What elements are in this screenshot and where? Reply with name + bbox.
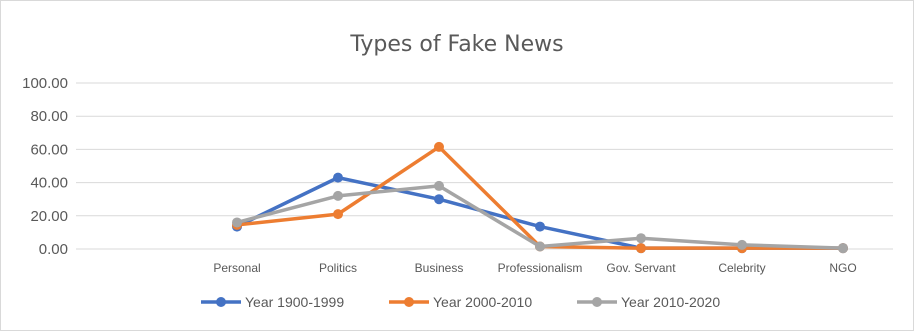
series-line — [235, 175, 845, 250]
data-point — [434, 180, 444, 191]
data-point — [333, 172, 343, 183]
legend-marker — [592, 297, 602, 307]
x-category-label: Personal — [213, 261, 260, 275]
x-category-label: Business — [415, 261, 464, 275]
y-tick-label: 20.00 — [30, 208, 68, 225]
x-category-label: Politics — [319, 261, 357, 275]
y-tick-label: 100.00 — [22, 75, 68, 92]
x-category-label: Professionalism — [498, 261, 583, 275]
legend-entry: Year 1900-1999 — [201, 294, 344, 310]
y-tick-label: 80.00 — [30, 108, 68, 125]
data-point — [737, 239, 747, 250]
data-point — [333, 190, 343, 201]
chart-title: Types of Fake News — [349, 32, 563, 57]
series-group — [232, 172, 848, 254]
data-point — [434, 194, 444, 205]
series-lines — [232, 141, 848, 254]
legend-marker — [404, 297, 414, 307]
y-tick-label: 60.00 — [30, 141, 68, 158]
x-category-label: Gov. Servant — [606, 261, 676, 275]
series-group — [232, 141, 848, 254]
data-point — [535, 221, 545, 232]
series-group — [232, 180, 848, 254]
legend-label: Year 2010-2020 — [621, 294, 720, 310]
x-category-label: Celebrity — [718, 261, 765, 275]
y-axis-ticks: 0.00 20.00 40.00 60.00 80.00 100.00 — [22, 75, 68, 258]
data-point — [636, 233, 646, 244]
data-point — [535, 241, 545, 252]
legend-label: Year 1900-1999 — [245, 294, 344, 310]
data-point — [636, 243, 646, 254]
data-point — [333, 209, 343, 220]
x-category-label: NGO — [829, 261, 856, 275]
data-point — [838, 243, 848, 254]
legend: Year 1900-1999 Year 2000-2010 Year 2010-20… — [201, 294, 720, 310]
legend-marker — [216, 297, 226, 307]
y-tick-label: 0.00 — [39, 241, 68, 258]
y-tick-label: 40.00 — [30, 175, 68, 192]
x-axis-categories: Personal Politics Business Professionalism G… — [213, 261, 856, 275]
data-point — [232, 217, 242, 228]
legend-entry: Year 2000-2010 — [389, 294, 532, 310]
gridlines — [76, 82, 893, 250]
series-line — [235, 184, 845, 250]
data-point — [434, 141, 444, 152]
legend-entry: Year 2010-2020 — [577, 294, 720, 310]
legend-label: Year 2000-2010 — [433, 294, 532, 310]
